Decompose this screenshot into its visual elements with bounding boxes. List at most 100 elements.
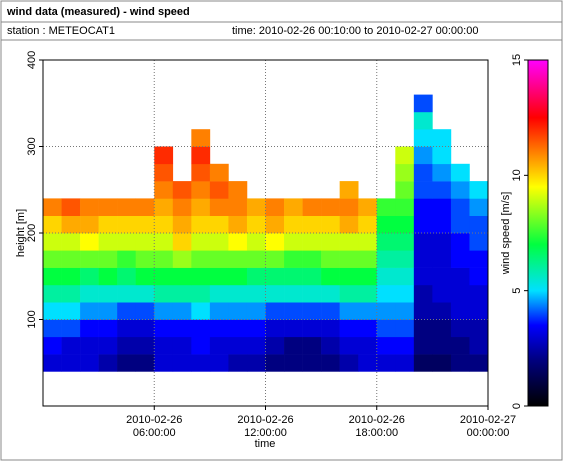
heat-cell xyxy=(117,354,137,372)
heat-cell xyxy=(302,284,322,303)
heat-cell xyxy=(154,250,174,268)
heat-cell xyxy=(228,198,248,216)
y-axis-label: height [m] xyxy=(15,209,27,257)
heat-cell xyxy=(246,267,266,286)
heat-cell xyxy=(432,319,452,338)
heat-cell xyxy=(339,302,359,320)
heat-cell xyxy=(191,233,211,251)
heat-cell xyxy=(376,267,396,286)
heat-cell xyxy=(228,215,248,234)
heat-cell xyxy=(265,198,285,216)
heat-cell xyxy=(80,302,99,320)
heat-cell xyxy=(321,354,340,372)
heat-cell xyxy=(395,354,415,372)
heat-cell xyxy=(432,198,452,216)
heat-cell xyxy=(246,233,266,251)
heat-cell xyxy=(376,336,396,355)
heat-cell xyxy=(154,181,174,199)
heat-cell xyxy=(395,267,415,286)
heat-cell xyxy=(209,181,229,199)
heat-cell xyxy=(117,284,137,303)
heat-cell xyxy=(117,267,137,286)
heat-cell xyxy=(98,250,118,268)
heat-cell xyxy=(191,302,211,320)
heat-cell xyxy=(191,146,211,165)
heat-cell xyxy=(413,146,433,165)
heat-cell xyxy=(265,354,285,372)
heat-cell xyxy=(191,319,211,338)
heat-cell xyxy=(339,284,359,303)
heat-cell xyxy=(395,284,415,303)
heat-cell xyxy=(284,336,303,355)
heat-cell xyxy=(376,284,396,303)
heat-cell xyxy=(80,336,99,355)
heat-cell xyxy=(469,233,489,251)
colorbar-tick-label: 5 xyxy=(511,288,523,294)
heat-cell xyxy=(191,181,211,199)
heat-cell xyxy=(191,163,211,182)
heat-cell xyxy=(154,198,174,216)
heat-cell xyxy=(61,302,81,320)
heat-cell xyxy=(172,198,192,216)
heat-cell xyxy=(43,284,62,303)
heat-cell xyxy=(246,319,266,338)
heat-cell xyxy=(135,250,155,268)
heat-cell xyxy=(413,111,433,130)
heat-cell xyxy=(191,198,211,216)
heat-cell xyxy=(80,215,99,234)
heat-cell xyxy=(228,354,248,372)
heat-cell xyxy=(358,284,378,303)
heat-cell xyxy=(450,336,470,355)
heat-cell xyxy=(450,319,470,338)
heat-cell xyxy=(80,319,99,338)
heat-cell xyxy=(302,302,322,320)
heat-cell xyxy=(339,336,359,355)
heat-cell xyxy=(43,302,62,320)
heat-cell xyxy=(321,302,340,320)
heat-cell xyxy=(154,146,174,165)
heat-cell xyxy=(284,233,303,251)
heat-cell xyxy=(228,181,248,199)
x-axis-label: time xyxy=(255,438,276,450)
heat-cell xyxy=(432,129,452,147)
heat-cell xyxy=(172,233,192,251)
heat-cell xyxy=(43,354,62,372)
y-tick-label: 100 xyxy=(26,310,38,328)
heat-cell xyxy=(154,319,174,338)
heat-cell xyxy=(339,267,359,286)
heat-cell xyxy=(98,233,118,251)
heat-cell xyxy=(339,215,359,234)
heat-cell xyxy=(450,215,470,234)
heat-cell xyxy=(450,233,470,251)
heat-cell xyxy=(450,354,470,372)
heat-cell xyxy=(246,284,266,303)
heat-cell xyxy=(450,302,470,320)
heat-cell xyxy=(154,215,174,234)
heat-cell xyxy=(80,284,99,303)
heat-cell xyxy=(432,146,452,165)
heat-cell xyxy=(135,215,155,234)
heat-cell xyxy=(376,354,396,372)
heat-cell xyxy=(339,250,359,268)
heat-cell xyxy=(191,284,211,303)
heat-cell xyxy=(432,267,452,286)
heat-cell xyxy=(339,198,359,216)
heat-cell xyxy=(450,267,470,286)
heat-cell xyxy=(432,336,452,355)
heat-cell xyxy=(61,284,81,303)
heat-cell xyxy=(98,267,118,286)
heat-cell xyxy=(61,319,81,338)
heat-cell xyxy=(191,250,211,268)
colorbar-label: wind speed [m/s] xyxy=(500,192,512,276)
heat-cell xyxy=(172,215,192,234)
heat-cell xyxy=(228,267,248,286)
heat-cell xyxy=(43,250,62,268)
heat-cell xyxy=(98,215,118,234)
heat-cell xyxy=(154,267,174,286)
heat-cell xyxy=(395,302,415,320)
heat-cell xyxy=(339,181,359,199)
station: station : METEOCAT1 xyxy=(7,25,115,37)
heat-cell xyxy=(432,250,452,268)
heat-cell xyxy=(117,215,137,234)
heat-cell xyxy=(246,336,266,355)
